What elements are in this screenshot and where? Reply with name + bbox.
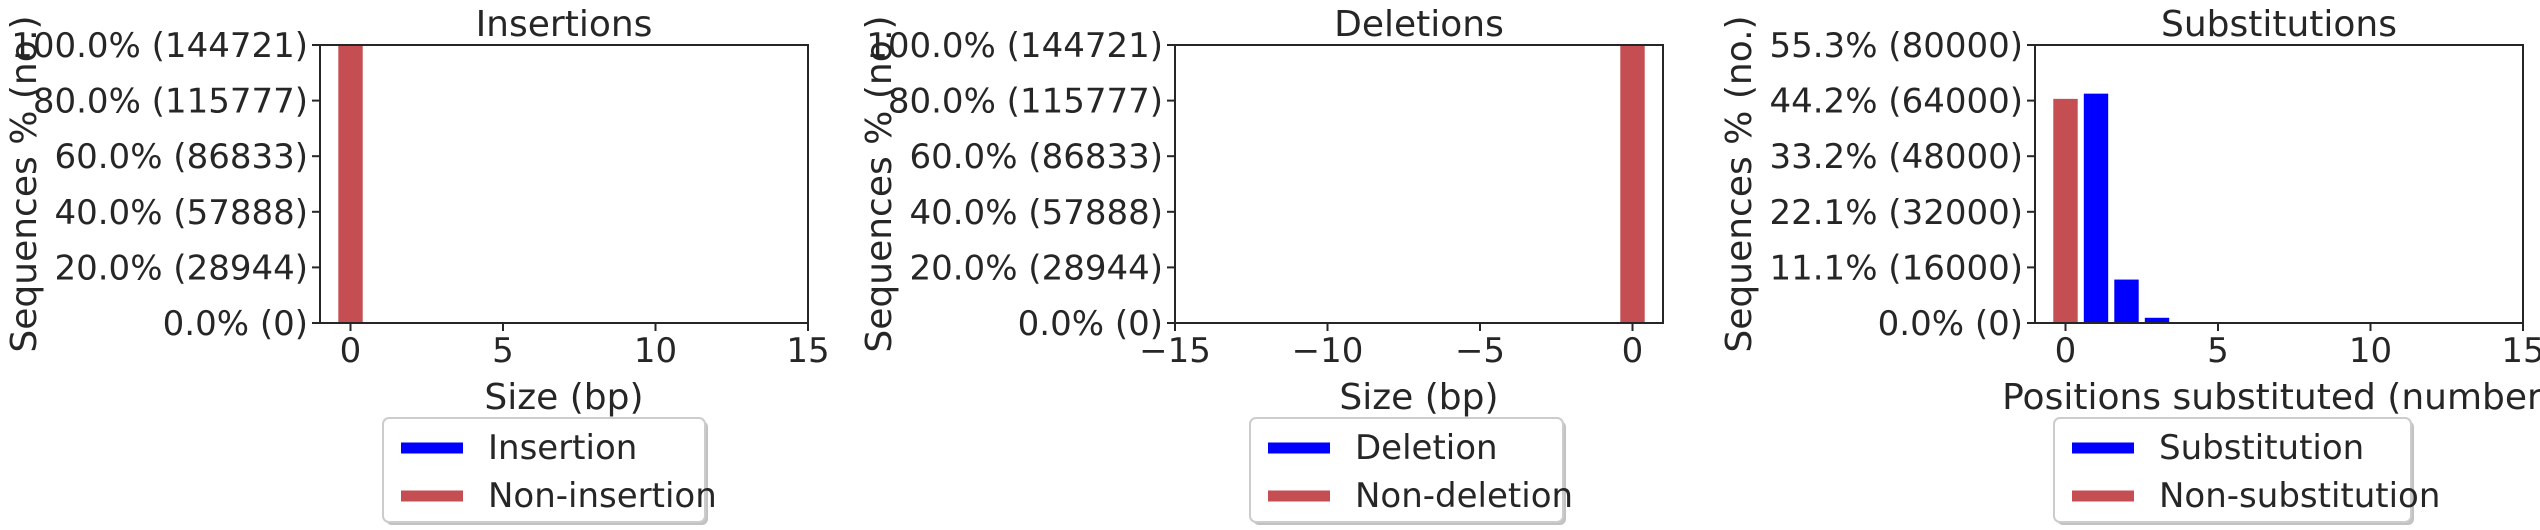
chart-2-plot-frame [1174, 44, 1664, 324]
chart-1-ytick-label: 0.0% (0) [163, 304, 308, 344]
chart-3-title: Substitutions [2161, 4, 2397, 45]
chart-2-title: Deletions [1334, 4, 1504, 45]
chart-3-ylabel: Sequences % (no.) [1719, 15, 1760, 352]
chart-panel-1: 0.0% (0) 20.0% (28944) 40.0% (57888) 60.0% … [4, 4, 830, 525]
chart-3-xtick-label: 0 [2055, 331, 2077, 371]
chart-1-xtick-label: 5 [492, 331, 514, 371]
chart-3-plot-frame [2034, 44, 2524, 324]
chart-1-legend: Insertion Non-insertion [382, 417, 717, 525]
chart-2-ylabel: Sequences % (no.) [859, 15, 900, 352]
chart-1-ytick-label: 40.0% (57888) [54, 193, 308, 233]
chart-3-xlabel: Positions substituted (number) [2002, 377, 2540, 418]
chart-2-ytick-label: 40.0% (57888) [909, 193, 1163, 233]
chart-3-xtick-label: 5 [2207, 331, 2229, 371]
chart-2-ytick-label: 0.0% (0) [1018, 304, 1163, 344]
chart-2-legend-label-non-deletion: Non-deletion [1355, 476, 1573, 516]
chart-2-xtick-label: −10 [1292, 331, 1364, 371]
chart-3-bar-substitution-1 [2114, 279, 2139, 323]
chart-3-ytick-label: 0.0% (0) [1878, 304, 2023, 344]
chart-1-ytick-label: 20.0% (28944) [54, 248, 308, 288]
chart-2-xtick-label: −15 [1139, 331, 1211, 371]
chart-1-legend-label-insertion: Insertion [488, 428, 637, 468]
chart-1-plot-frame [319, 44, 809, 324]
chart-2-ytick-label: 60.0% (86833) [909, 137, 1163, 177]
chart-2-legend: Deletion Non-deletion [1249, 417, 1573, 525]
chart-2-legend-label-deletion: Deletion [1355, 428, 1498, 468]
chart-3-legend: Substitution Non-substitution [2053, 417, 2440, 525]
chart-2-xtick-label: 0 [1622, 331, 1644, 371]
chart-1-xtick-label: 10 [634, 331, 677, 371]
chart-2-ytick-label: 80.0% (115777) [888, 82, 1163, 122]
chart-2-ytick-label: 100.0% (144721) [866, 26, 1163, 66]
chart-1-ytick-label: 60.0% (86833) [54, 137, 308, 177]
chart-1-ytick-label: 100.0% (144721) [11, 26, 308, 66]
chart-1-title: Insertions [476, 4, 653, 45]
chart-3-bar-substitution-2 [2144, 317, 2170, 323]
chart-3-bar-non-substitution-0 [2053, 98, 2078, 323]
chart-3-legend-label-substitution: Substitution [2159, 428, 2364, 468]
chart-3-xtick-label: 15 [2501, 331, 2540, 371]
chart-1-ytick-label: 80.0% (115777) [33, 82, 308, 122]
chart-3-legend-label-non-substitution: Non-substitution [2159, 476, 2440, 516]
chart-1-bar-non-insertion-0 [338, 45, 363, 323]
chart-2-xlabel: Size (bp) [1339, 377, 1498, 418]
chart-panel-3: 0.0% (0) 11.1% (16000) 22.1% (32000) 33.2% … [1719, 4, 2540, 525]
chart-3-bar-substitution-0 [2083, 93, 2109, 324]
chart-2-bar-non-deletion-0 [1620, 45, 1645, 323]
chart-3-ytick-label: 11.1% (16000) [1769, 248, 2023, 288]
chart-1-xlabel: Size (bp) [484, 377, 643, 418]
chart-1-legend-box [382, 417, 706, 523]
chart-3-ytick-label: 22.1% (32000) [1769, 193, 2023, 233]
chart-2-xtick-label: −5 [1455, 331, 1505, 371]
chart-3-ytick-label: 33.2% (48000) [1769, 137, 2023, 177]
chart-2-ytick-label: 20.0% (28944) [909, 248, 1163, 288]
chart-1-xtick-label: 15 [786, 331, 829, 371]
chart-3-legend-box [2053, 417, 2412, 523]
chart-3-ytick-label: 44.2% (64000) [1769, 82, 2023, 122]
chart-3-xtick-label: 10 [2349, 331, 2392, 371]
chart-1-legend-label-non-insertion: Non-insertion [488, 476, 717, 516]
chart-3-ytick-label: 55.3% (80000) [1769, 26, 2023, 66]
chart-1-xtick-label: 0 [340, 331, 362, 371]
chart-panel-2: 0.0% (0) 20.0% (28944) 40.0% (57888) 60.0% … [859, 4, 1664, 525]
chart-1-ylabel: Sequences % (no.) [4, 15, 45, 352]
